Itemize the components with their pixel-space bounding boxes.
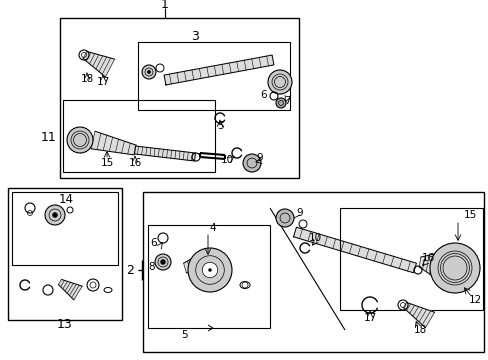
- Text: 17: 17: [363, 313, 376, 323]
- Circle shape: [142, 65, 156, 79]
- Text: 10: 10: [220, 155, 233, 165]
- Bar: [148, 225, 269, 328]
- Text: 13: 13: [57, 319, 73, 332]
- Text: 15: 15: [463, 210, 476, 220]
- Text: 6: 6: [260, 90, 266, 100]
- Polygon shape: [164, 55, 273, 85]
- Polygon shape: [403, 302, 434, 328]
- Circle shape: [275, 98, 285, 108]
- Bar: [63, 100, 215, 172]
- Circle shape: [429, 243, 479, 293]
- Text: 18: 18: [412, 325, 426, 335]
- Bar: [60, 18, 298, 178]
- Polygon shape: [83, 51, 114, 77]
- Circle shape: [208, 269, 211, 271]
- Circle shape: [275, 209, 293, 227]
- Bar: [8, 188, 122, 320]
- Polygon shape: [293, 227, 416, 273]
- Circle shape: [243, 154, 261, 172]
- Text: 14: 14: [59, 193, 73, 207]
- Bar: [138, 42, 289, 110]
- Circle shape: [160, 260, 165, 265]
- Text: 9: 9: [296, 208, 303, 218]
- Text: 3: 3: [191, 30, 199, 42]
- Polygon shape: [59, 279, 82, 300]
- Bar: [339, 208, 482, 310]
- Polygon shape: [418, 250, 449, 284]
- Text: 16: 16: [128, 158, 142, 168]
- Text: 17: 17: [96, 77, 109, 87]
- Text: 16: 16: [421, 253, 434, 263]
- Circle shape: [67, 127, 93, 153]
- Polygon shape: [91, 131, 136, 155]
- Circle shape: [267, 70, 291, 94]
- Text: 15: 15: [100, 158, 113, 168]
- Bar: [12, 192, 118, 265]
- Circle shape: [52, 212, 58, 217]
- Text: 1: 1: [161, 0, 168, 10]
- Text: 12: 12: [468, 295, 481, 305]
- Circle shape: [202, 262, 217, 278]
- Text: 10: 10: [308, 233, 321, 243]
- Circle shape: [187, 248, 231, 292]
- Text: 6: 6: [150, 238, 157, 248]
- Polygon shape: [183, 248, 216, 273]
- Text: 7: 7: [283, 96, 290, 106]
- Text: 2: 2: [126, 264, 134, 276]
- Text: 4: 4: [209, 223, 216, 233]
- Text: 11: 11: [40, 131, 56, 144]
- Text: 5: 5: [182, 330, 188, 340]
- Text: 9: 9: [256, 153, 263, 163]
- Text: 8: 8: [148, 262, 155, 272]
- Polygon shape: [134, 146, 195, 161]
- Circle shape: [45, 205, 65, 225]
- Circle shape: [155, 254, 171, 270]
- Bar: [142, 192, 483, 352]
- Circle shape: [147, 71, 150, 73]
- Text: 18: 18: [80, 74, 93, 84]
- Text: 5: 5: [216, 121, 223, 131]
